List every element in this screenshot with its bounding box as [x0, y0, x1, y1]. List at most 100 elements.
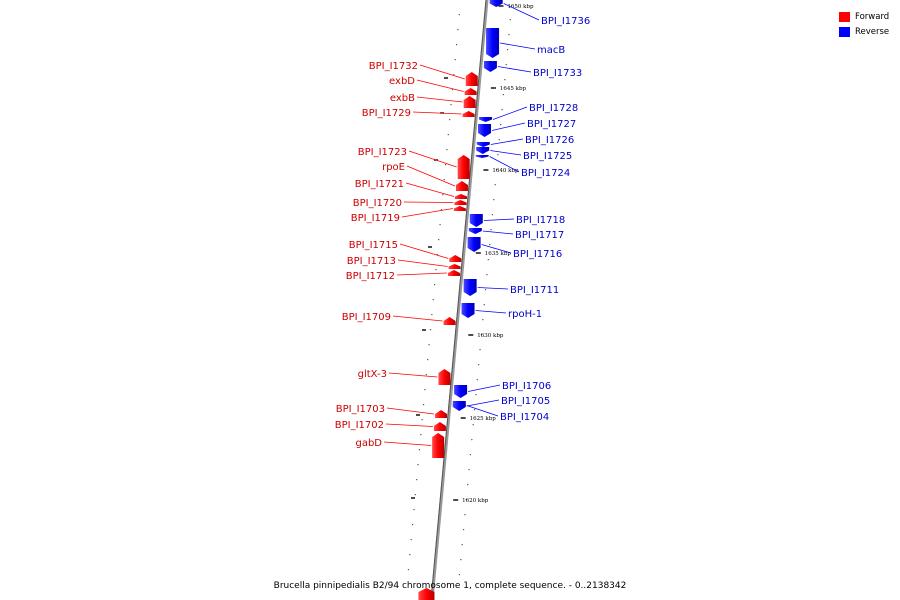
gene-label-reverse[interactable]: BPI_I1736: [541, 16, 590, 27]
gene-arrow[interactable]: [475, 155, 489, 158]
gene-label-reverse[interactable]: BPI_I1725: [523, 151, 572, 162]
gene-label-forward[interactable]: BPI_I1719: [351, 213, 400, 224]
ruler-dot: [479, 349, 481, 351]
gene-arrow[interactable]: [435, 410, 448, 418]
gene-arrow[interactable]: [483, 61, 497, 72]
gene-label-forward[interactable]: BPI_I1732: [369, 61, 418, 72]
gene-label-connector: [482, 230, 514, 235]
gene-arrow[interactable]: [465, 72, 478, 86]
gene-arrow[interactable]: [462, 111, 475, 117]
ruler-dot: [421, 419, 423, 421]
gene-label-forward[interactable]: BPI_I1720: [353, 198, 402, 209]
gene-arrow[interactable]: [455, 181, 468, 191]
ruler-dot: [487, 259, 489, 261]
gene-label-connector: [396, 272, 447, 276]
gene-label-connector: [399, 243, 449, 259]
ruler-dot: [447, 134, 449, 136]
gene-label-forward[interactable]: gltX-3: [358, 369, 387, 380]
gene-label-connector: [416, 96, 463, 103]
ruler-dot: [493, 199, 495, 201]
gene-arrow[interactable]: [469, 214, 483, 227]
gene-label-reverse[interactable]: BPI_I1716: [513, 249, 562, 260]
gene-arrow[interactable]: [486, 28, 500, 58]
gene-label-forward[interactable]: BPI_I1703: [336, 404, 385, 415]
gene-arrow[interactable]: [454, 200, 467, 205]
gene-arrow[interactable]: [418, 588, 435, 600]
ruler-dot: [418, 449, 421, 451]
gene-label-forward[interactable]: exbD: [389, 76, 415, 87]
gene-label-forward[interactable]: BPI_I1721: [355, 179, 404, 190]
ruler-dot: [410, 539, 412, 541]
gene-label-forward[interactable]: BPI_I1712: [346, 271, 395, 282]
gene-features: BPI_I1732 exbD exbB BPI_I1729 BPI_I1723 rpoE B…: [335, 0, 590, 600]
ruler-dot: [414, 494, 416, 496]
gene-label-reverse[interactable]: BPI_I1726: [525, 135, 574, 146]
ruler-dot: [449, 119, 451, 121]
gene-arrow[interactable]: [463, 96, 476, 108]
gene-arrow[interactable]: [453, 206, 466, 211]
gene-label-reverse[interactable]: BPI_I1728: [529, 103, 578, 114]
gene-arrow[interactable]: [479, 117, 493, 122]
gene-arrow[interactable]: [449, 255, 462, 262]
gene-label-forward[interactable]: BPI_I1702: [335, 420, 384, 431]
chromosome-backbone: [430, 0, 489, 600]
gene-label-connector: [419, 64, 465, 80]
gene-label-forward[interactable]: BPI_I1723: [358, 147, 407, 158]
gene-arrow[interactable]: [467, 237, 481, 252]
gene-arrow[interactable]: [432, 433, 445, 458]
gene-label-forward[interactable]: BPI_I1729: [362, 108, 411, 119]
gene-arrow[interactable]: [461, 303, 475, 318]
gene-label-reverse[interactable]: BPI_I1718: [516, 215, 565, 226]
gene-label-forward[interactable]: BPI_I1715: [349, 240, 398, 251]
gene-label-connector: [468, 384, 501, 392]
gene-label-reverse[interactable]: BPI_I1717: [515, 230, 564, 241]
ruler-dot: [439, 224, 441, 226]
ruler-dot: [455, 44, 458, 46]
gene-label-reverse[interactable]: BPI_I1727: [527, 119, 576, 130]
gene-arrow[interactable]: [447, 270, 460, 276]
gene-label-forward[interactable]: rpoE: [382, 162, 405, 173]
ruler-dot: [471, 439, 473, 441]
ruler-dot: [442, 194, 444, 196]
gene-arrow[interactable]: [478, 124, 492, 137]
ruler-dot: [424, 389, 426, 391]
gene-arrow[interactable]: [489, 0, 503, 7]
gene-arrow[interactable]: [452, 404, 466, 407]
gene-label-reverse[interactable]: macB: [537, 45, 565, 56]
gene-label-reverse[interactable]: BPI_I1705: [501, 396, 550, 407]
gene-label-reverse[interactable]: BPI_I1724: [521, 168, 570, 179]
ruler-dot: [464, 514, 466, 516]
gene-arrow[interactable]: [454, 194, 467, 199]
ruler-dot: [489, 244, 491, 246]
gene-label-reverse[interactable]: BPI_I1711: [510, 285, 559, 296]
gene-arrow[interactable]: [476, 147, 490, 154]
gene-arrow[interactable]: [433, 422, 446, 431]
legend-label: Reverse: [855, 26, 890, 37]
ruler-dot: [457, 29, 459, 31]
ruler-dot: [451, 89, 454, 91]
gene-arrow[interactable]: [476, 142, 490, 147]
gene-arrow[interactable]: [457, 155, 470, 179]
ruler-dot: [505, 64, 507, 66]
ruler-dot: [491, 214, 494, 216]
gene-label-forward[interactable]: exbB: [390, 93, 415, 104]
gene-arrow[interactable]: [438, 369, 451, 385]
gene-arrow[interactable]: [468, 228, 482, 234]
gene-label-reverse[interactable]: BPI_I1706: [502, 381, 551, 392]
ruler-dot: [497, 154, 499, 156]
gene-label-reverse[interactable]: rpoH-1: [508, 309, 542, 320]
gene-label-reverse[interactable]: BPI_I1704: [500, 412, 549, 423]
gene-label-forward[interactable]: gabD: [355, 438, 382, 449]
gene-arrow[interactable]: [464, 88, 477, 95]
gene-arrow[interactable]: [454, 385, 468, 398]
legend-item-forward: Forward: [839, 9, 889, 24]
ruler-dot: [416, 479, 418, 481]
gene-label-forward[interactable]: BPI_I1713: [347, 256, 396, 267]
gene-label-forward[interactable]: BPI_I1709: [342, 312, 391, 323]
gene-arrow[interactable]: [443, 317, 456, 325]
ruler-dot: [502, 94, 505, 96]
gene-arrow[interactable]: [463, 279, 477, 296]
gene-arrow[interactable]: [448, 264, 461, 269]
gene-label-reverse[interactable]: BPI_I1733: [533, 68, 582, 79]
